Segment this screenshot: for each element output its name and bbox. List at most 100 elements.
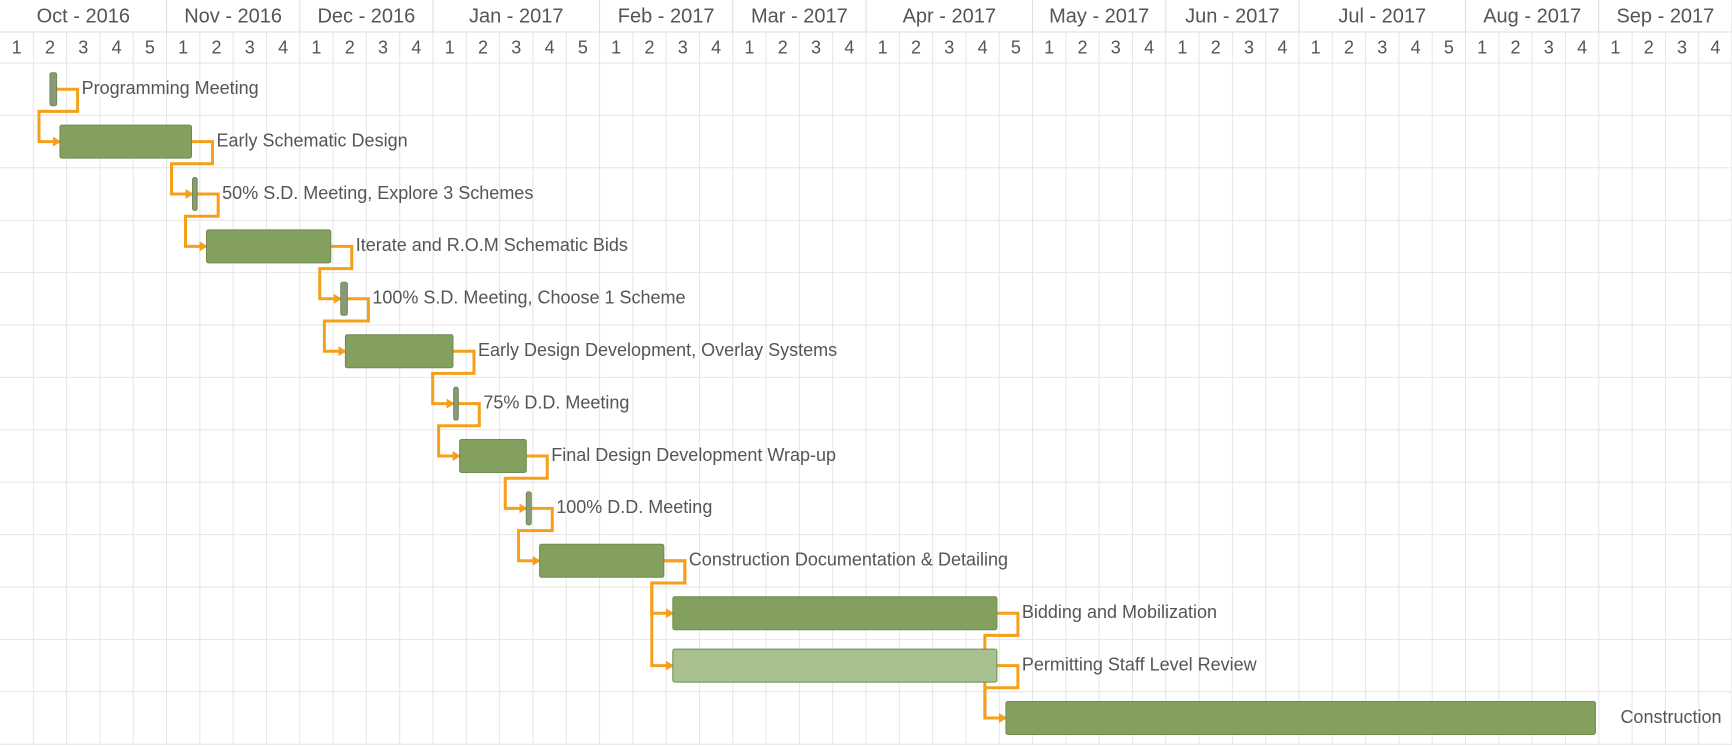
dependency-connector [517,506,554,566]
week-label: 2 [1077,37,1087,57]
dependency-connector [431,349,476,409]
week-label: 3 [811,37,821,57]
week-label: 4 [1577,37,1587,57]
week-label: 4 [1144,37,1154,57]
week-label: 4 [278,37,288,57]
week-label: 3 [1544,37,1554,57]
week-label: 4 [545,37,555,57]
week-label: 3 [78,37,88,57]
week-label: 3 [1244,37,1254,57]
month-label: Mar - 2017 [751,5,848,27]
week-label: 1 [1311,37,1321,57]
week-label: 3 [511,37,521,57]
task-label: 100% S.D. Meeting, Choose 1 Scheme [372,288,685,308]
week-label: 1 [445,37,455,57]
month-label: Jul - 2017 [1338,5,1426,27]
month-label: Apr - 2017 [903,5,996,27]
week-label: 2 [211,37,221,57]
week-label: 3 [678,37,688,57]
dependency-connector [170,140,215,199]
week-label: 4 [1710,37,1720,57]
month-label: Oct - 2016 [37,5,130,27]
week-label: 3 [378,37,388,57]
week-label: 3 [944,37,954,57]
dependency-connector [650,559,687,671]
week-label: 1 [744,37,754,57]
week-label: 2 [45,37,55,57]
task-bar [525,491,532,526]
month-label: May - 2017 [1049,5,1149,27]
task-label: Final Design Development Wrap-up [551,445,836,465]
week-label: 3 [245,37,255,57]
dependency-connector [437,402,481,461]
week-label: 5 [1011,37,1021,57]
task-bar [340,281,348,316]
week-label: 2 [345,37,355,57]
dependency-connector [322,297,370,357]
week-label: 5 [578,37,588,57]
week-label: 5 [1444,37,1454,57]
week-label: 2 [1344,37,1354,57]
week-label: 2 [644,37,654,57]
week-label: 2 [911,37,921,57]
week-label: 4 [844,37,854,57]
week-label: 2 [478,37,488,57]
month-label: Sep - 2017 [1616,5,1714,27]
task-label: Bidding and Mobilization [1022,602,1217,622]
week-label: 1 [878,37,888,57]
week-label: 1 [178,37,188,57]
week-label: 5 [145,37,155,57]
task-bar [192,177,198,211]
task-label: 75% D.D. Meeting [483,392,629,412]
month-label: Feb - 2017 [618,5,715,27]
month-label: Dec - 2016 [317,5,415,27]
task-label: 100% D.D. Meeting [556,497,712,517]
week-label: 4 [1411,37,1421,57]
task-bar [206,229,332,264]
month-label: Jun - 2017 [1185,5,1280,27]
task-bar [459,439,527,473]
task-label: Iterate and R.O.M Schematic Bids [356,235,628,255]
dependency-connector [983,664,1020,723]
week-label: 4 [1277,37,1287,57]
week-label: 2 [1211,37,1221,57]
week-label: 1 [611,37,621,57]
week-label: 4 [112,37,122,57]
week-label: 2 [778,37,788,57]
week-label: 1 [12,37,22,57]
dependency-connector [37,87,80,147]
dependency-connector [318,244,354,304]
dependency-connector [184,192,220,252]
week-label: 3 [1377,37,1387,57]
month-label: Aug - 2017 [1483,5,1581,27]
task-label: Permitting Staff Level Review [1022,654,1258,674]
task-label: Construction Documentation & Detailing [689,550,1008,570]
task-bar [59,124,193,159]
task-bar [672,648,998,683]
task-label: 50% S.D. Meeting, Explore 3 Schemes [222,183,533,203]
task-bar [49,72,58,107]
week-label: 4 [978,37,988,57]
week-label: 1 [311,37,321,57]
week-label: 1 [1477,37,1487,57]
week-label: 2 [1510,37,1520,57]
week-label: 1 [1044,37,1054,57]
task-bar [1005,701,1596,735]
task-bar [539,543,665,578]
task-bar [453,386,459,421]
week-label: 3 [1111,37,1121,57]
month-label: Nov - 2016 [184,5,282,27]
month-label: Jan - 2017 [469,5,564,27]
task-bar [672,596,998,631]
week-label: 4 [411,37,421,57]
task-label: Early Schematic Design [217,130,408,150]
task-label: Programming Meeting [82,78,259,98]
task-label: Construction [1620,707,1721,727]
week-label: 3 [1677,37,1687,57]
task-bar [344,334,454,369]
dependency-connector [503,454,549,514]
task-label: Early Design Development, Overlay System… [478,340,837,360]
week-label: 1 [1610,37,1620,57]
